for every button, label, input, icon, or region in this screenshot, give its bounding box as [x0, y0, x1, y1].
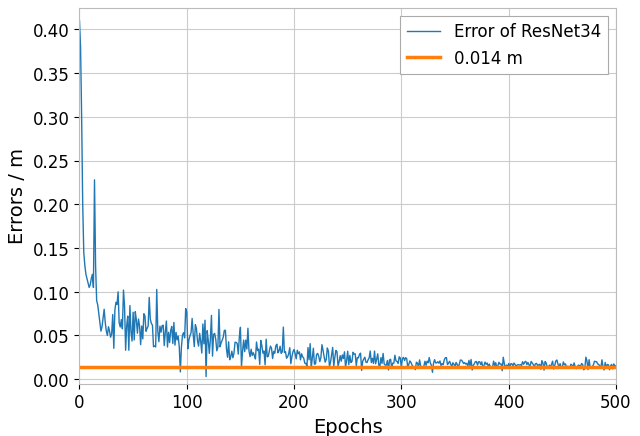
Error of ResNet34 — [422, 363, 430, 368]
Error of ResNet34 — [521, 360, 529, 365]
Error of ResNet34 — [612, 363, 620, 368]
0.014 m — [77, 364, 84, 370]
Legend: Error of ResNet34, 0.014 m: Error of ResNet34, 0.014 m — [401, 17, 607, 74]
Error of ResNet34 — [210, 332, 218, 337]
Error of ResNet34 — [202, 374, 210, 379]
Error of ResNet34 — [76, 19, 83, 24]
0.014 m — [76, 364, 83, 370]
X-axis label: Epochs: Epochs — [313, 417, 383, 436]
Y-axis label: Errors / m: Errors / m — [8, 148, 28, 244]
Error of ResNet34 — [232, 340, 240, 345]
Error of ResNet34 — [429, 370, 436, 375]
Line: Error of ResNet34: Error of ResNet34 — [79, 21, 616, 377]
Error of ResNet34 — [272, 343, 280, 348]
